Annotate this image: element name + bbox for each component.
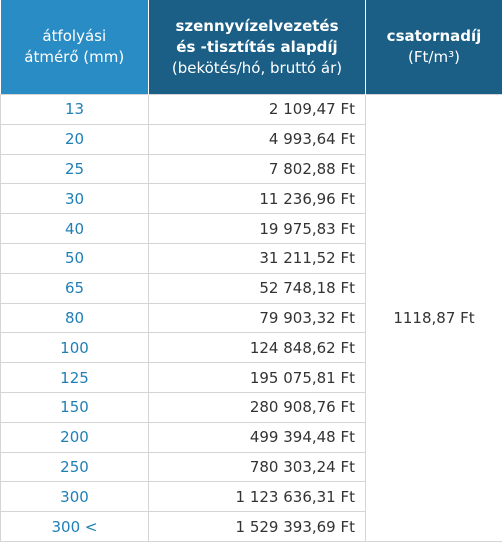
fee-cell: 1 529 393,69 Ft bbox=[148, 511, 366, 542]
fee-cell: 499 394,48 Ft bbox=[148, 421, 366, 453]
table-row: 250 780 303,24 Ft bbox=[0, 451, 502, 483]
fee-cell: 7 802,88 Ft bbox=[148, 153, 366, 185]
table-row: 13 2 109,47 Ft 1118,87 Ft bbox=[0, 94, 502, 542]
diameter-cell: 50 bbox=[0, 242, 149, 274]
diameter-cell: 25 bbox=[0, 153, 149, 185]
header-cell: csatornadíj (Ft/m³) bbox=[365, 0, 502, 95]
header-subtitle: (bekötés/hó, bruttó ár) bbox=[171, 58, 343, 77]
fee-cell: 79 903,32 Ft bbox=[148, 302, 366, 334]
diameter-cell: 20 bbox=[0, 123, 149, 155]
table-body: 13 2 109,47 Ft 1118,87 Ft 20 4 993,64 Ft 25 7 … bbox=[0, 94, 502, 542]
fee-cell: 280 908,76 Ft bbox=[148, 391, 366, 423]
header-text: és -tisztítás alapdíj bbox=[176, 37, 338, 56]
table-row: 150 280 908,76 Ft bbox=[0, 391, 502, 423]
table-row: 100 124 848,62 Ft bbox=[0, 332, 502, 364]
diameter-cell: 250 bbox=[0, 451, 149, 483]
header-subtitle: (Ft/m³) bbox=[408, 48, 460, 66]
fee-cell: 2 109,47 Ft bbox=[148, 94, 366, 125]
diameter-cell: 13 bbox=[0, 94, 149, 125]
sewer-fee-cell: 1118,87 Ft bbox=[365, 94, 502, 542]
table-row: 300 1 123 636,31 Ft bbox=[0, 481, 502, 513]
header-cell: átfolyási átmérő (mm) bbox=[0, 0, 149, 95]
diameter-cell: 300 < bbox=[0, 511, 149, 542]
header-text: átfolyási bbox=[42, 27, 107, 45]
fee-cell: 19 975,83 Ft bbox=[148, 213, 366, 244]
fee-cell: 4 993,64 Ft bbox=[148, 123, 366, 155]
diameter-cell: 100 bbox=[0, 332, 149, 364]
table-row: 30 11 236,96 Ft bbox=[0, 183, 502, 215]
diameter-cell: 80 bbox=[0, 302, 149, 334]
fee-cell: 52 748,18 Ft bbox=[148, 272, 366, 304]
header-text: átmérő (mm) bbox=[24, 48, 125, 66]
fee-cell: 1 123 636,31 Ft bbox=[148, 481, 366, 513]
fee-cell: 195 075,81 Ft bbox=[148, 362, 366, 393]
header-text: csatornadíj bbox=[386, 27, 482, 45]
diameter-cell: 30 bbox=[0, 183, 149, 215]
header-row: átfolyási átmérő (mm) szennyvízelvezetés… bbox=[0, 0, 502, 95]
fee-cell: 124 848,62 Ft bbox=[148, 332, 366, 364]
diameter-cell: 40 bbox=[0, 213, 149, 244]
diameter-cell: 65 bbox=[0, 272, 149, 304]
table-row: 80 79 903,32 Ft bbox=[0, 302, 502, 334]
header-cell: szennyvízelvezetés és -tisztítás alapdíj… bbox=[148, 0, 366, 95]
diameter-cell: 200 bbox=[0, 421, 149, 453]
fee-cell: 780 303,24 Ft bbox=[148, 451, 366, 483]
table-row: 50 31 211,52 Ft bbox=[0, 242, 502, 274]
table-row: 20 4 993,64 Ft bbox=[0, 123, 502, 155]
table-row: 300 <1 529 393,69 Ft bbox=[0, 511, 502, 542]
fee-cell: 31 211,52 Ft bbox=[148, 242, 366, 274]
diameter-cell: 125 bbox=[0, 362, 149, 393]
table-row: 40 19 975,83 Ft bbox=[0, 213, 502, 244]
header-text: szennyvízelvezetés bbox=[175, 16, 339, 35]
fee-cell: 11 236,96 Ft bbox=[148, 183, 366, 215]
diameter-cell: 300 bbox=[0, 481, 149, 513]
diameter-cell: 150 bbox=[0, 391, 149, 423]
table-row: 65 52 748,18 Ft bbox=[0, 272, 502, 304]
table-row: 25 7 802,88 Ft bbox=[0, 153, 502, 185]
